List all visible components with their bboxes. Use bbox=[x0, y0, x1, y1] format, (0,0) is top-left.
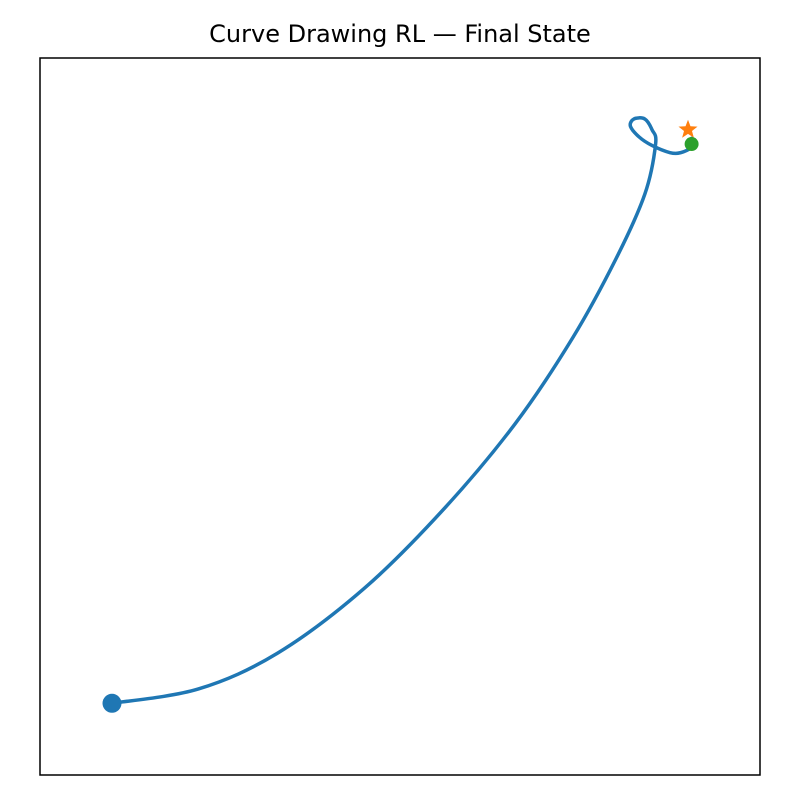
marker-end bbox=[684, 137, 699, 152]
series-layer bbox=[110, 116, 696, 706]
marker-start bbox=[102, 693, 122, 713]
marker-goal bbox=[678, 119, 698, 138]
chart-title: Curve Drawing RL — Final State bbox=[209, 20, 591, 48]
axes-frame bbox=[39, 57, 761, 776]
marker-layer bbox=[102, 119, 699, 713]
series-line-0 bbox=[110, 116, 696, 706]
